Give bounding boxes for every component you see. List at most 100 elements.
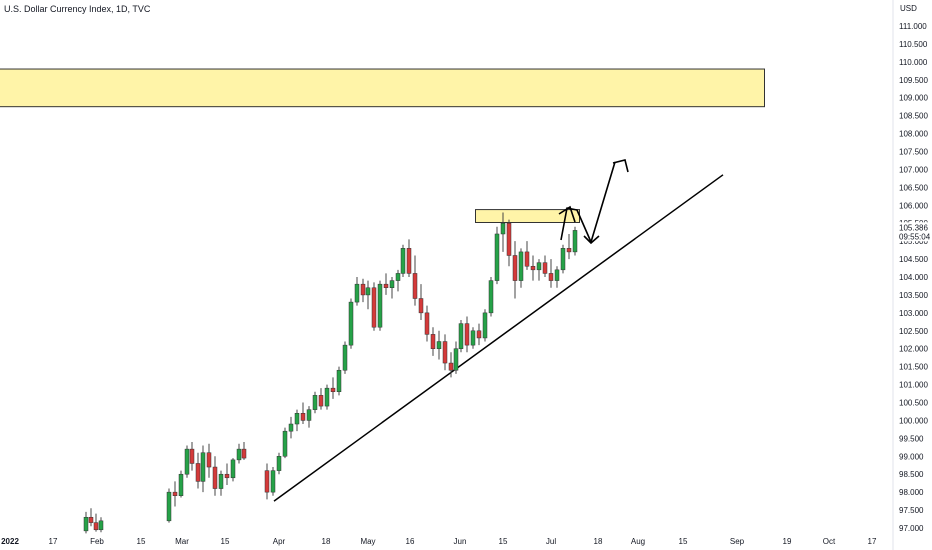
candle[interactable]	[354, 283, 360, 303]
candle[interactable]	[536, 262, 542, 271]
candle[interactable]	[464, 323, 470, 346]
candle[interactable]	[365, 287, 371, 296]
y-tick-label: 100.000	[899, 416, 928, 425]
candle[interactable]	[282, 430, 288, 457]
candle[interactable]	[300, 413, 306, 421]
y-tick-label: 106.000	[899, 201, 928, 210]
y-tick-label: 111.000	[899, 22, 927, 31]
resistance-zone[interactable]	[0, 68, 765, 108]
candle[interactable]	[212, 466, 218, 489]
x-tick-label: 2022	[1, 537, 19, 546]
candle[interactable]	[377, 283, 383, 328]
candle[interactable]	[453, 348, 459, 371]
candle[interactable]	[98, 520, 104, 531]
candle[interactable]	[548, 273, 554, 281]
candle[interactable]	[195, 463, 201, 482]
candle[interactable]	[288, 423, 294, 432]
candle[interactable]	[458, 323, 464, 349]
candle[interactable]	[88, 516, 94, 523]
candle[interactable]	[448, 362, 454, 371]
candle[interactable]	[470, 330, 476, 346]
candle[interactable]	[436, 341, 442, 349]
candle[interactable]	[200, 452, 206, 482]
x-tick-label: 15	[499, 537, 508, 546]
y-tick-label: 99.000	[899, 452, 924, 461]
candle[interactable]	[330, 387, 336, 392]
y-tick-label: 101.000	[899, 381, 928, 390]
candle[interactable]	[383, 283, 389, 289]
candle[interactable]	[442, 341, 448, 364]
candle[interactable]	[93, 522, 99, 531]
candle[interactable]	[336, 369, 342, 392]
y-tick-label: 97.000	[899, 524, 924, 533]
candle[interactable]	[476, 330, 482, 339]
x-tick-label: Feb	[90, 537, 104, 546]
candle[interactable]	[318, 395, 324, 407]
candle[interactable]	[512, 255, 518, 281]
candle[interactable]	[542, 262, 548, 274]
candle[interactable]	[506, 222, 512, 256]
candle[interactable]	[276, 456, 282, 471]
y-tick-label: 100.500	[899, 399, 928, 408]
candle[interactable]	[488, 280, 494, 314]
candle[interactable]	[306, 409, 312, 421]
y-tick-label: 110.500	[899, 40, 928, 49]
candle[interactable]	[530, 265, 536, 271]
x-tick-label: 17	[49, 537, 58, 546]
candle[interactable]	[236, 448, 242, 461]
candle[interactable]	[270, 470, 276, 493]
candle[interactable]	[406, 248, 412, 274]
candle[interactable]	[312, 395, 318, 410]
candle[interactable]	[389, 280, 395, 289]
candle[interactable]	[554, 269, 560, 281]
x-tick-label: 15	[137, 537, 146, 546]
y-tick-label: 102.000	[899, 345, 928, 354]
projection-path[interactable]	[560, 161, 616, 243]
candle[interactable]	[342, 344, 348, 371]
candle[interactable]	[412, 273, 418, 299]
candle[interactable]	[218, 473, 224, 489]
candle[interactable]	[572, 230, 578, 253]
candle[interactable]	[178, 473, 184, 496]
candle[interactable]	[500, 222, 506, 235]
candle[interactable]	[566, 248, 572, 253]
y-tick-label: 108.000	[899, 130, 928, 139]
candle[interactable]	[224, 473, 230, 479]
y-tick-label: 107.500	[899, 148, 928, 157]
candle[interactable]	[206, 452, 212, 468]
y-tick-label: 108.500	[899, 112, 928, 121]
y-tick-label: 97.500	[899, 506, 924, 515]
candle[interactable]	[189, 448, 195, 464]
candle[interactable]	[184, 448, 190, 475]
candle[interactable]	[400, 248, 406, 274]
candle[interactable]	[294, 413, 300, 425]
x-tick-label: Mar	[175, 537, 189, 546]
candle[interactable]	[524, 251, 530, 267]
last-price-value: 105.386	[899, 223, 928, 232]
candle[interactable]	[418, 298, 424, 314]
candle[interactable]	[230, 459, 236, 479]
candle[interactable]	[264, 470, 270, 493]
candle[interactable]	[324, 387, 330, 407]
candle[interactable]	[172, 491, 178, 496]
arrowhead-down	[583, 235, 600, 245]
candle[interactable]	[241, 448, 247, 459]
candle[interactable]	[360, 283, 366, 296]
candle[interactable]	[560, 248, 566, 271]
y-tick-label: 99.500	[899, 434, 924, 443]
support-trendline[interactable]	[273, 174, 724, 502]
candle[interactable]	[83, 516, 89, 532]
candle[interactable]	[494, 233, 500, 281]
candle[interactable]	[482, 312, 488, 339]
candle[interactable]	[371, 287, 377, 328]
candle[interactable]	[424, 312, 430, 335]
x-tick-label: May	[360, 537, 375, 546]
x-tick-label: 18	[594, 537, 603, 546]
candle[interactable]	[166, 491, 172, 522]
candle[interactable]	[430, 334, 436, 349]
arrowhead-up-small	[558, 205, 576, 223]
candle[interactable]	[395, 273, 401, 281]
candle[interactable]	[518, 251, 524, 281]
candle[interactable]	[348, 301, 354, 346]
